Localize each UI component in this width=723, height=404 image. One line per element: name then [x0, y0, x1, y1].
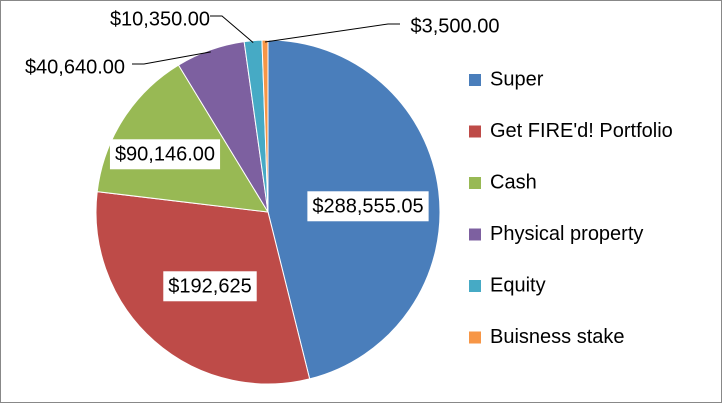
data-label-group: $10,350.00 [110, 8, 210, 30]
pie-slice [96, 64, 269, 213]
data-label: $10,350.00 [110, 8, 210, 30]
data-label-group: $90,146.00 [109, 139, 221, 170]
data-label: $3,500.00 [411, 15, 500, 37]
leader-line [132, 51, 211, 65]
legend-swatch [469, 280, 481, 292]
legend-label: Physical property [490, 223, 643, 245]
legend-label: Equity [490, 274, 546, 296]
pie-slice [261, 39, 269, 213]
data-label: $192,625 [168, 275, 251, 297]
legend-swatch [469, 125, 481, 138]
data-label-box [109, 139, 221, 170]
data-label: $90,146.00 [115, 143, 215, 165]
data-label: $40,640.00 [25, 56, 125, 78]
leader-line [210, 15, 254, 44]
legend-label: Buisness stake [490, 326, 625, 348]
data-label-box [163, 271, 257, 302]
data-label-group: $3,500.00 [411, 15, 500, 37]
legend-label: Cash [490, 171, 537, 193]
legend-swatch [469, 74, 481, 86]
data-label-group: $288,555.05 [307, 191, 429, 222]
data-label: $288,555.05 [312, 195, 423, 217]
legend-swatch [469, 177, 481, 189]
legend-swatch [469, 228, 481, 241]
data-label-box [307, 191, 429, 222]
data-label-group: $192,625 [163, 271, 257, 302]
legend-label: Super [490, 68, 544, 90]
legend-swatch [469, 331, 481, 344]
data-label-group: $40,640.00 [25, 56, 125, 78]
leader-line [264, 23, 400, 43]
legend-label: Get FIRE'd! Portfolio [490, 120, 673, 142]
